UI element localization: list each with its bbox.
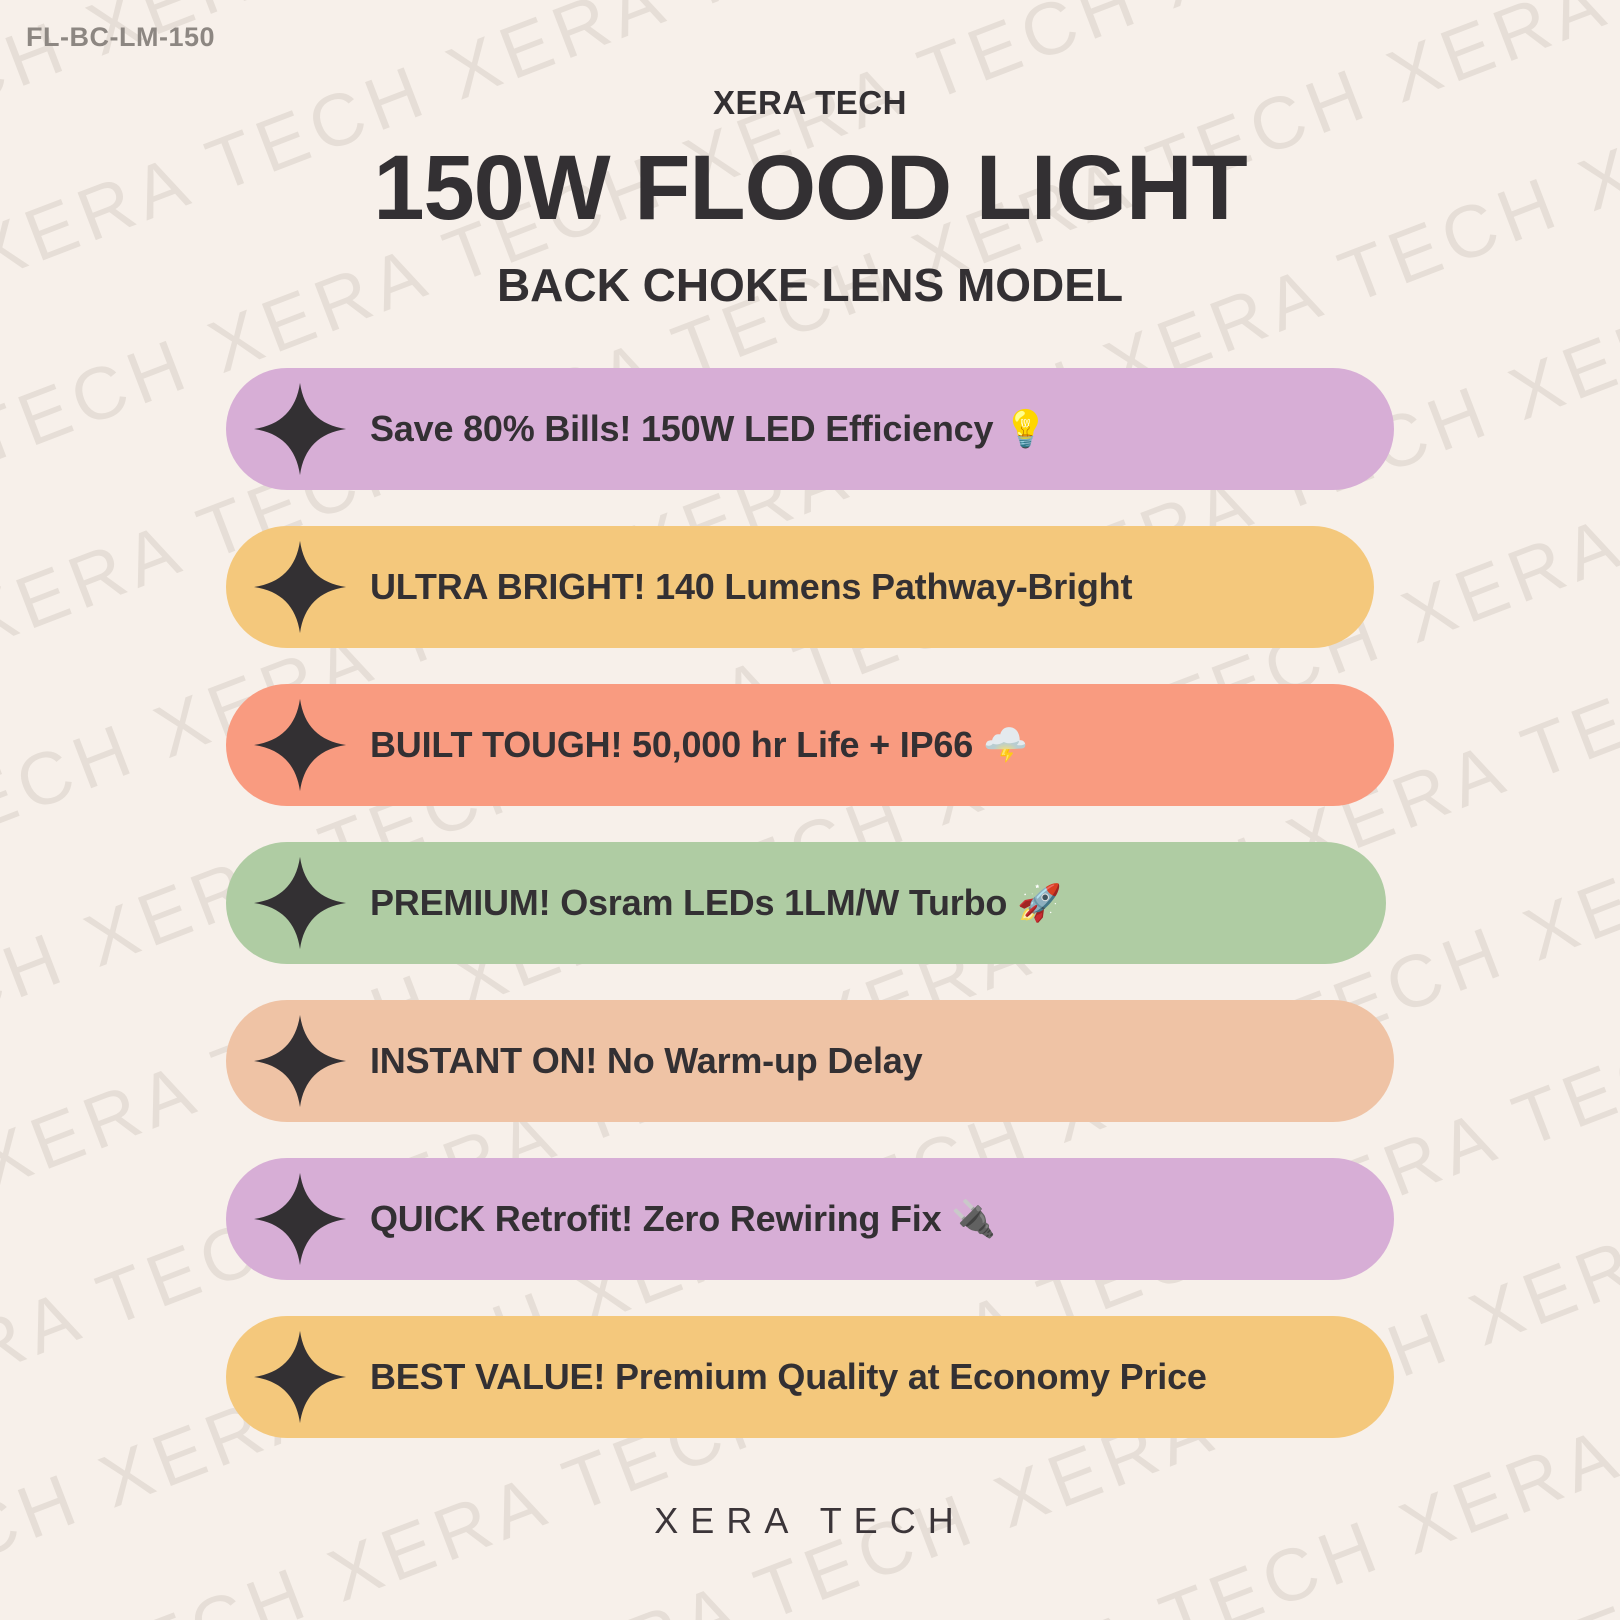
footer-brand: XERA TECH — [654, 1500, 966, 1541]
feature-label: PREMIUM! Osram LEDs 1LM/W Turbo — [370, 881, 1008, 923]
brand-eyebrow: XERA TECH — [713, 84, 907, 121]
feature-pill[interactable]: BEST VALUE! Premium Quality at Economy P… — [226, 1315, 1394, 1438]
sparkle-star-icon — [253, 1014, 347, 1107]
sparkle-star-icon — [252, 697, 370, 793]
feature-label: BUILT TOUGH! 50,000 hr Life + IP66 — [370, 723, 974, 765]
page-subtitle: BACK CHOKE LENS MODEL — [496, 258, 1124, 311]
sparkle-star-icon — [253, 856, 347, 949]
sparkle-star-icon — [252, 1013, 370, 1109]
sparkle-star-icon — [253, 382, 347, 475]
feature-pill[interactable]: Save 80% Bills! 150W LED Efficiency 💡 — [226, 367, 1394, 490]
feature-label: BEST VALUE! Premium Quality at Economy P… — [370, 1355, 1207, 1397]
feature-pill[interactable]: BUILT TOUGH! 50,000 hr Life + IP66 🌩️ — [226, 683, 1394, 806]
feature-label: INSTANT ON! No Warm-up Delay — [370, 1039, 923, 1081]
feature-list: Save 80% Bills! 150W LED Efficiency 💡 ULTR… — [226, 367, 1394, 1438]
feature-label: Save 80% Bills! 150W LED Efficiency — [370, 407, 994, 449]
sparkle-star-icon — [253, 1330, 347, 1423]
feature-pill[interactable]: PREMIUM! Osram LEDs 1LM/W Turbo 🚀 — [226, 841, 1386, 964]
sku-code: FL-BC-LM-150 — [26, 22, 215, 52]
page-title: 150W FLOOD LIGHT — [373, 137, 1247, 239]
sparkle-star-icon — [253, 540, 347, 633]
sparkle-star-icon — [252, 381, 370, 477]
sparkle-star-icon — [252, 1329, 370, 1425]
sparkle-star-icon — [252, 855, 370, 951]
sparkle-star-icon — [252, 1171, 370, 1267]
feature-label: ULTRA BRIGHT! 140 Lumens Pathway-Bright — [370, 565, 1133, 607]
sparkle-star-icon — [253, 698, 347, 791]
poster-header: XERA TECH 150W FLOOD LIGHT BACK CHOKE LE… — [0, 84, 1620, 312]
cloud-lightning-emoji: 🌩️ — [983, 723, 1028, 765]
feature-pill[interactable]: QUICK Retrofit! Zero Rewiring Fix 🔌 — [226, 1157, 1394, 1280]
feature-pill[interactable]: INSTANT ON! No Warm-up Delay — [226, 999, 1394, 1122]
electric-plug-emoji: 🔌 — [951, 1197, 997, 1239]
feature-pill[interactable]: ULTRA BRIGHT! 140 Lumens Pathway-Bright — [226, 525, 1374, 648]
feature-label: QUICK Retrofit! Zero Rewiring Fix — [370, 1197, 942, 1239]
sparkle-star-icon — [253, 1172, 347, 1265]
lightbulb-emoji: 💡 — [1003, 407, 1049, 449]
rocket-emoji: 🚀 — [1017, 881, 1062, 923]
sparkle-star-icon — [252, 539, 370, 635]
